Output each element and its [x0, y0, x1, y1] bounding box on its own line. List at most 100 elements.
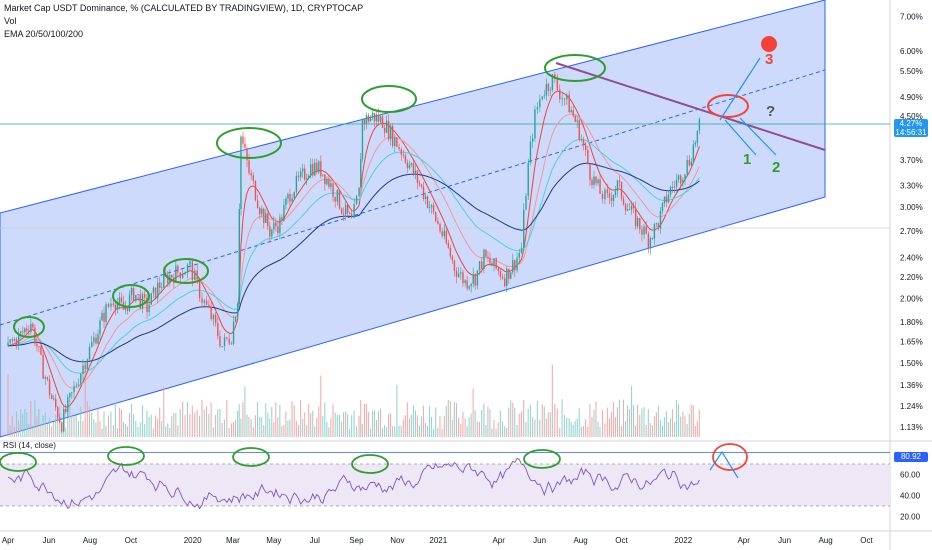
candle-body [130, 287, 133, 295]
candle-body [518, 252, 520, 258]
time-axis-label: Jun [43, 536, 56, 545]
candle-body [570, 110, 572, 113]
volume-bar [487, 406, 489, 437]
candle-body [547, 83, 550, 91]
candle-body [363, 119, 366, 125]
volume-bar [238, 404, 240, 437]
price-axis-label: 2.40% [900, 253, 923, 262]
candle-body [179, 272, 181, 279]
candle-body [97, 334, 99, 344]
volume-bar [152, 428, 154, 437]
candle-body [95, 337, 97, 344]
volume-bar [18, 420, 20, 437]
candle-body [529, 141, 532, 163]
volume-bar [365, 403, 367, 437]
volume-bar [73, 415, 75, 437]
candle-body [283, 205, 285, 221]
volume-bar [647, 408, 649, 437]
candle-body [44, 377, 46, 379]
candle-body [412, 163, 415, 174]
volume-bar [71, 415, 73, 437]
volume-bar [698, 409, 700, 437]
candle-body [525, 195, 527, 210]
volume-bar [360, 400, 362, 437]
candle-body [77, 384, 80, 386]
candle-body [671, 187, 674, 188]
volume-bar [69, 400, 71, 437]
candle-body [308, 175, 310, 179]
price-axis-label: 7.00% [900, 13, 923, 22]
volume-bar [324, 402, 326, 437]
volume-bar [75, 415, 77, 437]
candle-body [265, 213, 267, 224]
trend-channel [0, 0, 826, 438]
candle-body [240, 136, 242, 210]
volume-bar [44, 412, 46, 437]
candle-body [439, 223, 441, 232]
candle-body [694, 142, 697, 145]
candle-body [593, 176, 595, 185]
volume-bar [659, 420, 661, 437]
candle-body [137, 294, 139, 296]
volume-bar [506, 428, 508, 437]
candle-body [146, 297, 148, 313]
volume-bar [182, 401, 184, 437]
candle-body [383, 128, 386, 133]
price-axis-label: 1.24% [900, 402, 923, 411]
volume-bar [390, 413, 392, 437]
volume-bar [212, 427, 214, 437]
volume-bar [230, 423, 233, 437]
candle-body [657, 223, 660, 229]
volume-bar [424, 422, 427, 437]
candle-body [451, 256, 454, 261]
candle-body [416, 170, 419, 183]
candle-body [414, 170, 417, 174]
candle-body [141, 294, 144, 309]
candle-body [82, 365, 84, 374]
time-axis-label: Aug [83, 536, 97, 545]
candle-body [466, 280, 468, 289]
candle-body [22, 331, 24, 333]
candle-body [367, 115, 370, 122]
volume-bar [582, 426, 585, 437]
candle-body [86, 359, 89, 370]
candle-body [527, 162, 529, 196]
volume-bar [257, 401, 259, 437]
volume-bar [80, 406, 82, 437]
candle-body [273, 222, 275, 230]
candle-body [256, 200, 259, 208]
volume-bar [250, 419, 252, 437]
volume-bar [453, 401, 455, 437]
volume-bar [95, 422, 97, 437]
volume-bar [358, 416, 360, 437]
candle-body [304, 168, 306, 180]
candle-body [186, 264, 189, 273]
volume-bar [439, 415, 441, 437]
volume-bar [300, 400, 302, 437]
volume-bar [622, 399, 625, 437]
candle-body [154, 287, 157, 299]
candle-body [289, 193, 291, 202]
candle-body [462, 272, 464, 284]
candle-body [107, 304, 110, 307]
candle-body [361, 119, 364, 159]
volume-bar [316, 417, 318, 437]
candle-body [665, 196, 668, 203]
candle-body [177, 265, 179, 273]
volume-bar [177, 425, 179, 437]
candle-body [576, 120, 578, 122]
time-axis-label: Jun [778, 536, 791, 545]
volume-bar [248, 416, 250, 437]
volume-bar [265, 403, 267, 437]
red-face-icon [761, 36, 777, 52]
volume-bar [441, 428, 443, 437]
volume-bar [53, 421, 55, 437]
volume-bar [161, 420, 163, 437]
candle-body [132, 287, 135, 301]
volume-bar [110, 411, 112, 437]
rsi-marked-ellipse-red [712, 443, 748, 471]
candle-body [346, 204, 349, 213]
volume-bar [460, 423, 462, 437]
volume-bar [328, 427, 330, 437]
